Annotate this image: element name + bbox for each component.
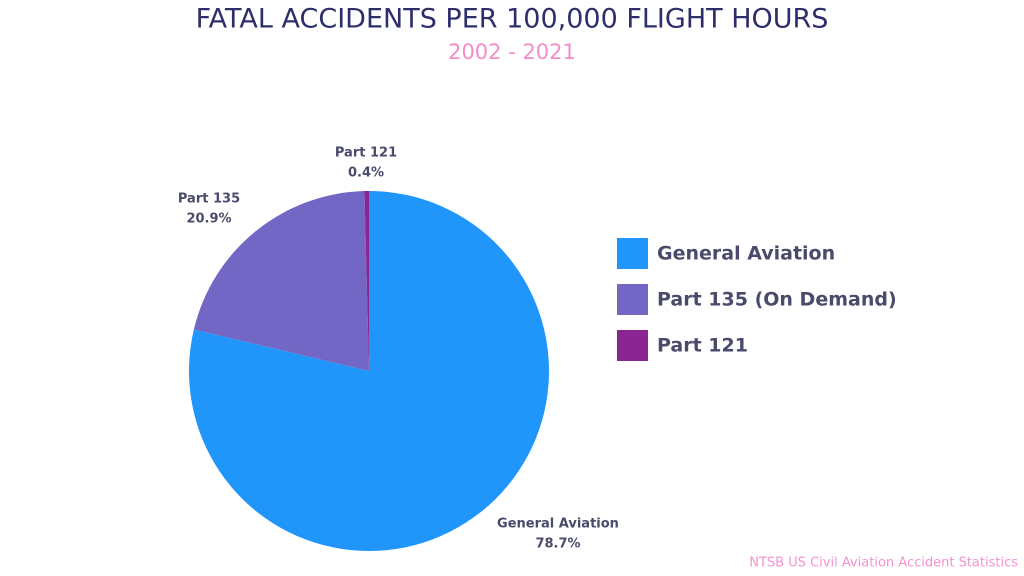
slice-label: Part 121 (335, 146, 397, 161)
slice-value-label: 20.9% (186, 212, 231, 227)
chart-title: FATAL ACCIDENTS PER 100,000 FLIGHT HOURS (196, 4, 829, 35)
legend-swatch (617, 330, 648, 361)
pie-slice (193, 191, 369, 371)
legend-label: Part 135 (On Demand) (657, 289, 897, 311)
legend-label: General Aviation (657, 243, 835, 265)
pie-slice (364, 191, 369, 371)
slice-label: General Aviation (497, 517, 619, 532)
slice-value-label: 0.4% (348, 166, 384, 181)
slice-value-label: 78.7% (535, 537, 580, 552)
legend-label: Part 121 (657, 335, 748, 357)
legend-swatch (617, 238, 648, 269)
slice-label: Part 135 (178, 192, 240, 207)
chart-subtitle: 2002 - 2021 (448, 40, 576, 64)
source-note: NTSB US Civil Aviation Accident Statisti… (749, 556, 1018, 571)
legend-swatch (617, 284, 648, 315)
